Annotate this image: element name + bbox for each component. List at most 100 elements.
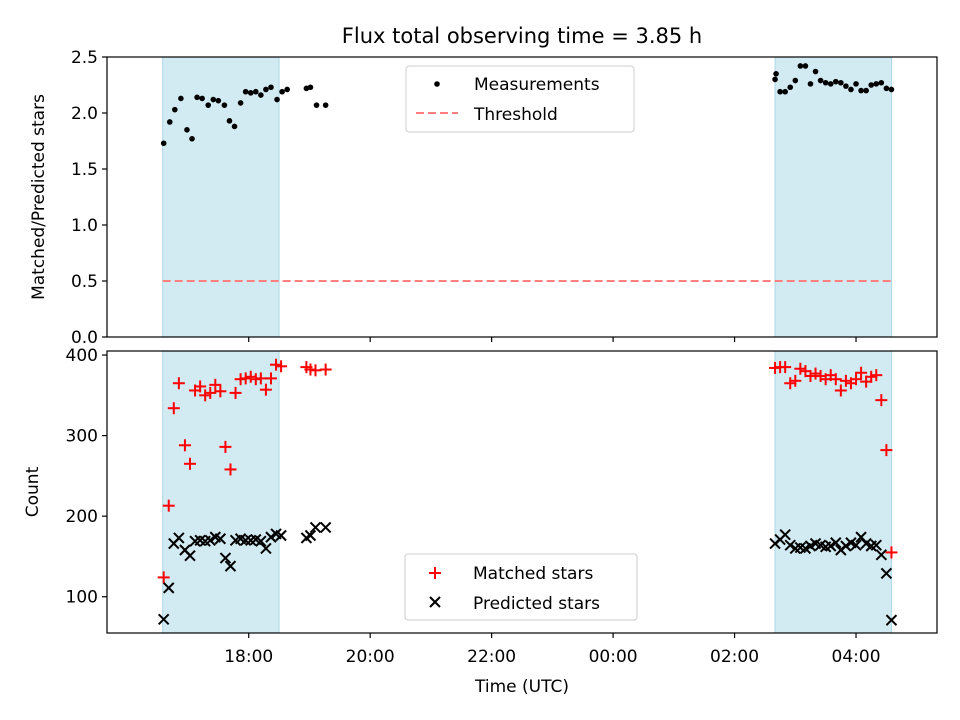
x-tick-label: 04:00 [832,647,881,667]
matched-star-point [184,457,196,470]
measurement-point [797,63,804,69]
ratio-y-tick-label: 1.0 [71,216,98,236]
matched-star-point [224,463,237,476]
matched-star-point [199,389,212,402]
measurement-point [160,140,167,147]
matched-star-point [214,385,227,398]
ratio-y-tick-label: 0.5 [71,272,98,292]
measurement-point [838,79,844,86]
predicted-star-point [850,539,862,551]
matched-star-point [194,380,207,393]
matched-star-point [162,499,175,512]
measurement-point [215,97,222,104]
legend-measurements-label: Measurements [474,75,600,95]
predicted-star-point [319,521,332,534]
predicted-star-point [840,540,852,552]
ratio-y-tick-label: 2.5 [71,48,98,68]
predicted-star-point [784,539,796,551]
ratio-plot-frame [106,56,938,338]
measurement-point [777,88,783,95]
x-tick-label: 20:00 [346,647,395,667]
matched-star-point [309,364,322,377]
legend-threshold-label: Threshold [473,105,558,125]
predicted-star-point [204,534,216,547]
count-y-tick-label: 200 [66,507,98,527]
predicted-star-point [157,613,170,626]
measurement-point [178,95,184,102]
legend-matched-label: Matched stars [473,564,593,584]
predicted-star-point [173,532,185,544]
measurement-point [853,81,859,87]
measurement-point [832,78,839,85]
legend-predicted-marker [429,596,441,608]
measurement-point [858,87,864,94]
matched-star-point [219,440,232,453]
predicted-star-point [255,535,267,547]
predicted-star-point [214,533,227,545]
measurement-point [772,76,778,83]
predicted-star-point [239,534,252,547]
predicted-star-point [309,521,322,534]
measurement-point [773,71,779,77]
measurement-point [279,88,285,95]
matched-star-point [254,372,267,385]
measurement-point [787,84,794,91]
measurement-point [873,81,880,87]
matched-star-point [804,369,817,382]
measurement-point [210,96,217,103]
matched-star-point [809,367,822,380]
count-y-tick-label: 300 [66,427,98,447]
matched-star-point [259,383,272,396]
measurement-point [307,84,314,91]
matched-star-point [865,370,878,383]
ratio-legend: Measurements Threshold [405,65,635,133]
measurement-point [166,119,173,125]
measurement-point [242,88,249,95]
matched-star-point [239,372,252,385]
count-y-axis-label: Count [23,466,43,517]
measurement-point [263,86,269,93]
matched-star-point [157,571,170,584]
measurement-point [252,88,259,95]
matched-star-point [850,373,863,386]
measurement-point [878,79,885,86]
predicted-star-point [870,539,882,551]
measurement-point [883,85,890,92]
measurement-point [827,81,834,87]
measurement-point [822,79,829,86]
measurement-point [172,106,178,113]
matched-star-point [172,377,185,390]
measurement-point [268,84,274,91]
legend-measurements-marker [434,81,440,87]
matched-star-point [270,358,283,371]
predicted-star-point [825,540,837,552]
ratio-shaded-interval-1 [162,56,280,338]
predicted-star-point [265,531,277,543]
matched-star-point [319,363,332,376]
measurement-point [322,102,329,108]
matched-star-point [870,369,883,382]
matched-star-point [839,374,852,387]
measurement-point [231,123,238,130]
legend-matched-marker [429,567,441,579]
measurement-point [313,102,320,108]
measurement-point [863,87,869,94]
count-y-tick-label: 100 [66,588,98,608]
matched-star-point [204,386,217,399]
matched-star-point [829,373,842,386]
measurement-point [199,95,205,102]
count-y-tick-label: 400 [66,346,98,366]
measurement-point [782,88,788,95]
chart-title: Flux total observing time = 3.85 h [342,24,702,48]
measurement-point [868,82,875,88]
measurement-point [258,92,264,98]
predicted-star-point [779,528,791,541]
ratio-shaded-interval-2 [774,56,892,338]
measurement-point [221,102,228,108]
measurement-point [205,102,212,108]
measurement-point [792,77,799,84]
count-plot-frame [106,350,938,634]
predicted-star-point [875,549,888,561]
measurement-point [226,118,233,124]
ratio-y-tick-label: 0.0 [71,328,98,348]
